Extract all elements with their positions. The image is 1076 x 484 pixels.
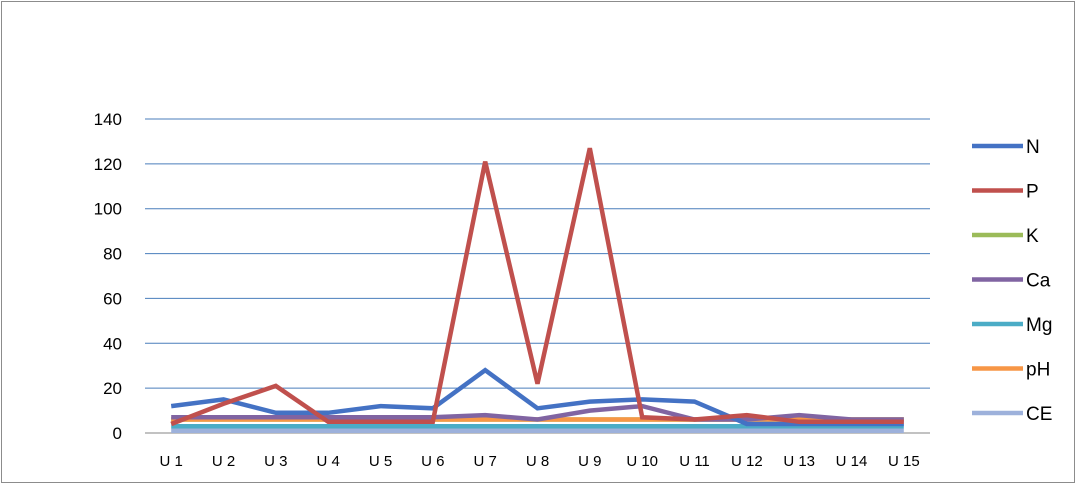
x-tick-label: U 9	[578, 453, 601, 470]
y-tick-label: 80	[103, 245, 122, 264]
legend-label-k: K	[1026, 226, 1039, 247]
y-tick-label: 100	[94, 200, 122, 219]
y-tick-label: 140	[94, 110, 122, 129]
y-tick-label: 40	[103, 334, 122, 353]
x-tick-label: U 6	[421, 453, 444, 470]
x-tick-label: U 10	[626, 453, 658, 470]
x-tick-label: U 8	[526, 453, 549, 470]
legend-label-n: N	[1026, 137, 1040, 158]
y-tick-label: 0	[113, 424, 122, 443]
legend-label-mg: Mg	[1026, 315, 1052, 336]
x-tick-label: U 2	[212, 453, 235, 470]
legend-label-ph: pH	[1026, 360, 1050, 381]
x-tick-label: U 1	[159, 453, 182, 470]
x-tick-label: U 13	[783, 453, 815, 470]
legend-label-ce: CE	[1026, 404, 1052, 425]
x-tick-label: U 7	[473, 453, 496, 470]
x-tick-label: U 5	[369, 453, 392, 470]
y-tick-label: 20	[103, 379, 122, 398]
y-tick-label: 60	[103, 289, 122, 308]
legend-label-p: P	[1026, 182, 1039, 203]
legend-label-ca: Ca	[1026, 271, 1051, 292]
x-tick-label: U 11	[679, 453, 710, 470]
x-tick-label: U 12	[731, 453, 763, 470]
x-tick-label: U 15	[888, 453, 920, 470]
y-tick-label: 120	[94, 155, 122, 174]
x-tick-label: U 3	[264, 453, 287, 470]
x-tick-label: U 4	[316, 453, 339, 470]
series-line-n	[170, 367, 904, 427]
series-line-ca	[171, 403, 904, 422]
x-tick-label: U 14	[836, 453, 868, 470]
series-line-p	[170, 147, 904, 427]
